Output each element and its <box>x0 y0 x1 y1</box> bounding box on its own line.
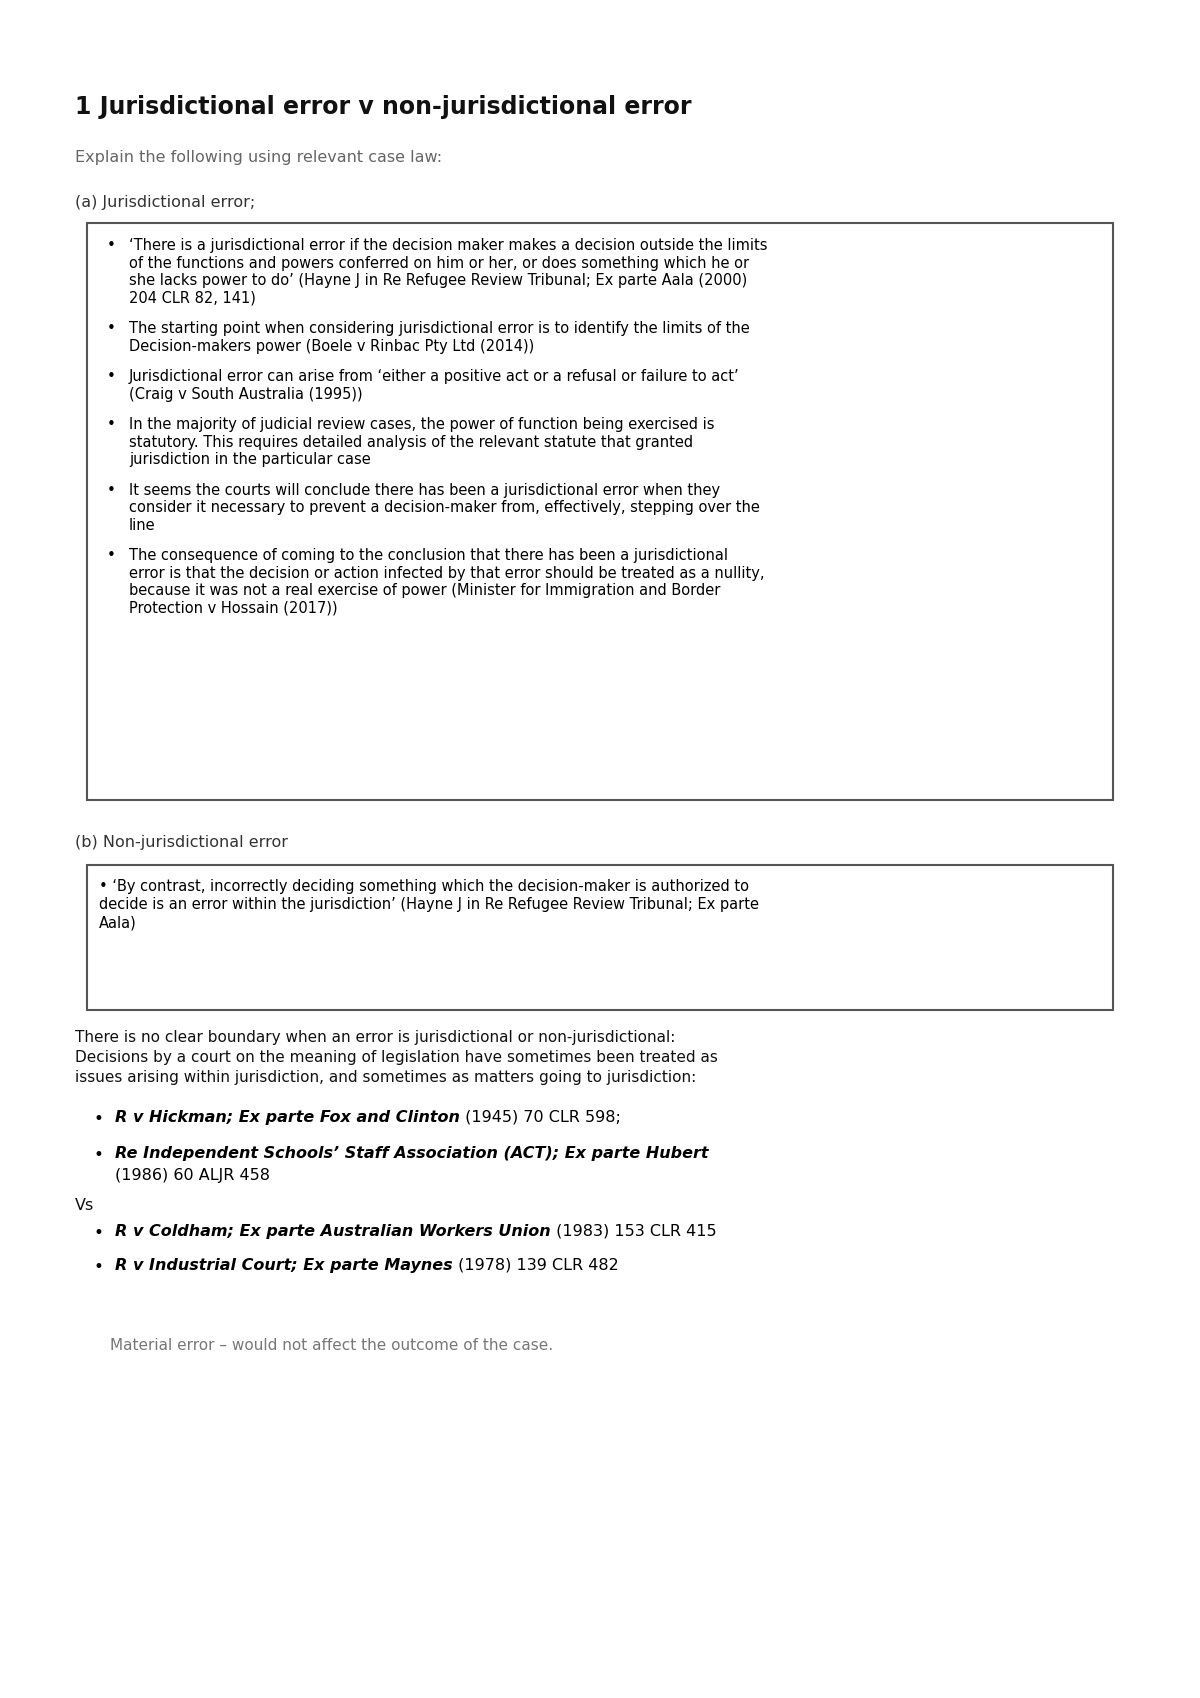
Text: error is that the decision or action infected by that error should be treated as: error is that the decision or action inf… <box>130 565 764 581</box>
Text: Material error – would not affect the outcome of the case.: Material error – would not affect the ou… <box>110 1338 553 1353</box>
Text: because it was not a real exercise of power (Minister for Immigration and Border: because it was not a real exercise of po… <box>130 582 720 598</box>
Text: •: • <box>94 1258 103 1275</box>
Text: Explain the following using relevant case law:: Explain the following using relevant cas… <box>74 149 442 165</box>
Text: R v Industrial Court; Ex parte Maynes: R v Industrial Court; Ex parte Maynes <box>115 1258 452 1274</box>
Text: •: • <box>107 321 116 336</box>
Text: •: • <box>107 548 116 564</box>
Text: issues arising within jurisdiction, and sometimes as matters going to jurisdicti: issues arising within jurisdiction, and … <box>74 1070 696 1085</box>
Text: (Craig v South Australia (1995)): (Craig v South Australia (1995)) <box>130 387 362 401</box>
Text: In the majority of judicial review cases, the power of function being exercised : In the majority of judicial review cases… <box>130 418 714 431</box>
Text: Aala): Aala) <box>98 915 137 931</box>
Text: (1986) 60 ALJR 458: (1986) 60 ALJR 458 <box>115 1168 270 1184</box>
Text: (1945) 70 CLR 598;: (1945) 70 CLR 598; <box>460 1110 620 1126</box>
Text: 204 CLR 82, 141): 204 CLR 82, 141) <box>130 290 256 306</box>
Text: 1 Jurisdictional error v non-jurisdictional error: 1 Jurisdictional error v non-jurisdictio… <box>74 95 691 119</box>
Text: Decisions by a court on the meaning of legislation have sometimes been treated a: Decisions by a court on the meaning of l… <box>74 1049 718 1065</box>
Text: of the functions and powers conferred on him or her, or does something which he : of the functions and powers conferred on… <box>130 255 749 270</box>
Text: •: • <box>107 238 116 253</box>
Text: R v Coldham; Ex parte Australian Workers Union: R v Coldham; Ex parte Australian Workers… <box>115 1224 551 1240</box>
Text: (1983) 153 CLR 415: (1983) 153 CLR 415 <box>551 1224 716 1240</box>
Text: statutory. This requires detailed analysis of the relevant statute that granted: statutory. This requires detailed analys… <box>130 435 694 450</box>
Text: Jurisdictional error can arise from ‘either a positive act or a refusal or failu: Jurisdictional error can arise from ‘eit… <box>130 368 739 384</box>
Text: It seems the courts will conclude there has been a jurisdictional error when the: It seems the courts will conclude there … <box>130 482 720 498</box>
Text: Vs: Vs <box>74 1199 95 1212</box>
Text: •: • <box>107 418 116 431</box>
Text: (1978) 139 CLR 482: (1978) 139 CLR 482 <box>452 1258 618 1274</box>
Text: •: • <box>94 1110 103 1127</box>
Text: •: • <box>107 368 116 384</box>
Text: There is no clear boundary when an error is jurisdictional or non-jurisdictional: There is no clear boundary when an error… <box>74 1031 676 1044</box>
Text: ‘There is a jurisdictional error if the decision maker makes a decision outside : ‘There is a jurisdictional error if the … <box>130 238 768 253</box>
Text: R v Hickman; Ex parte Fox and Clinton: R v Hickman; Ex parte Fox and Clinton <box>115 1110 460 1126</box>
Text: The starting point when considering jurisdictional error is to identify the limi: The starting point when considering juri… <box>130 321 750 336</box>
Text: Decision-makers power (Boele v Rinbac Pty Ltd (2014)): Decision-makers power (Boele v Rinbac Pt… <box>130 338 534 353</box>
Text: jurisdiction in the particular case: jurisdiction in the particular case <box>130 452 371 467</box>
Text: consider it necessary to prevent a decision-maker from, effectively, stepping ov: consider it necessary to prevent a decis… <box>130 499 760 514</box>
Text: •: • <box>94 1224 103 1241</box>
Text: • ‘By contrast, incorrectly deciding something which the decision-maker is autho: • ‘By contrast, incorrectly deciding som… <box>98 880 749 895</box>
Bar <box>88 864 1114 1010</box>
Text: decide is an error within the jurisdiction’ (Hayne J in Re Refugee Review Tribun: decide is an error within the jurisdicti… <box>98 897 760 912</box>
Text: The consequence of coming to the conclusion that there has been a jurisdictional: The consequence of coming to the conclus… <box>130 548 728 564</box>
Text: •: • <box>107 482 116 498</box>
Text: Protection v Hossain (2017)): Protection v Hossain (2017)) <box>130 601 337 615</box>
Text: line: line <box>130 518 156 533</box>
Bar <box>88 222 1114 800</box>
Text: (b) Non-jurisdictional error: (b) Non-jurisdictional error <box>74 835 288 851</box>
Text: (a) Jurisdictional error;: (a) Jurisdictional error; <box>74 195 256 211</box>
Text: she lacks power to do’ (Hayne J in Re Refugee Review Tribunal; Ex parte Aala (20: she lacks power to do’ (Hayne J in Re Re… <box>130 273 748 289</box>
Text: Re Independent Schools’ Staff Association (ACT); Ex parte Hubert: Re Independent Schools’ Staff Associatio… <box>115 1146 708 1161</box>
Text: •: • <box>94 1146 103 1165</box>
